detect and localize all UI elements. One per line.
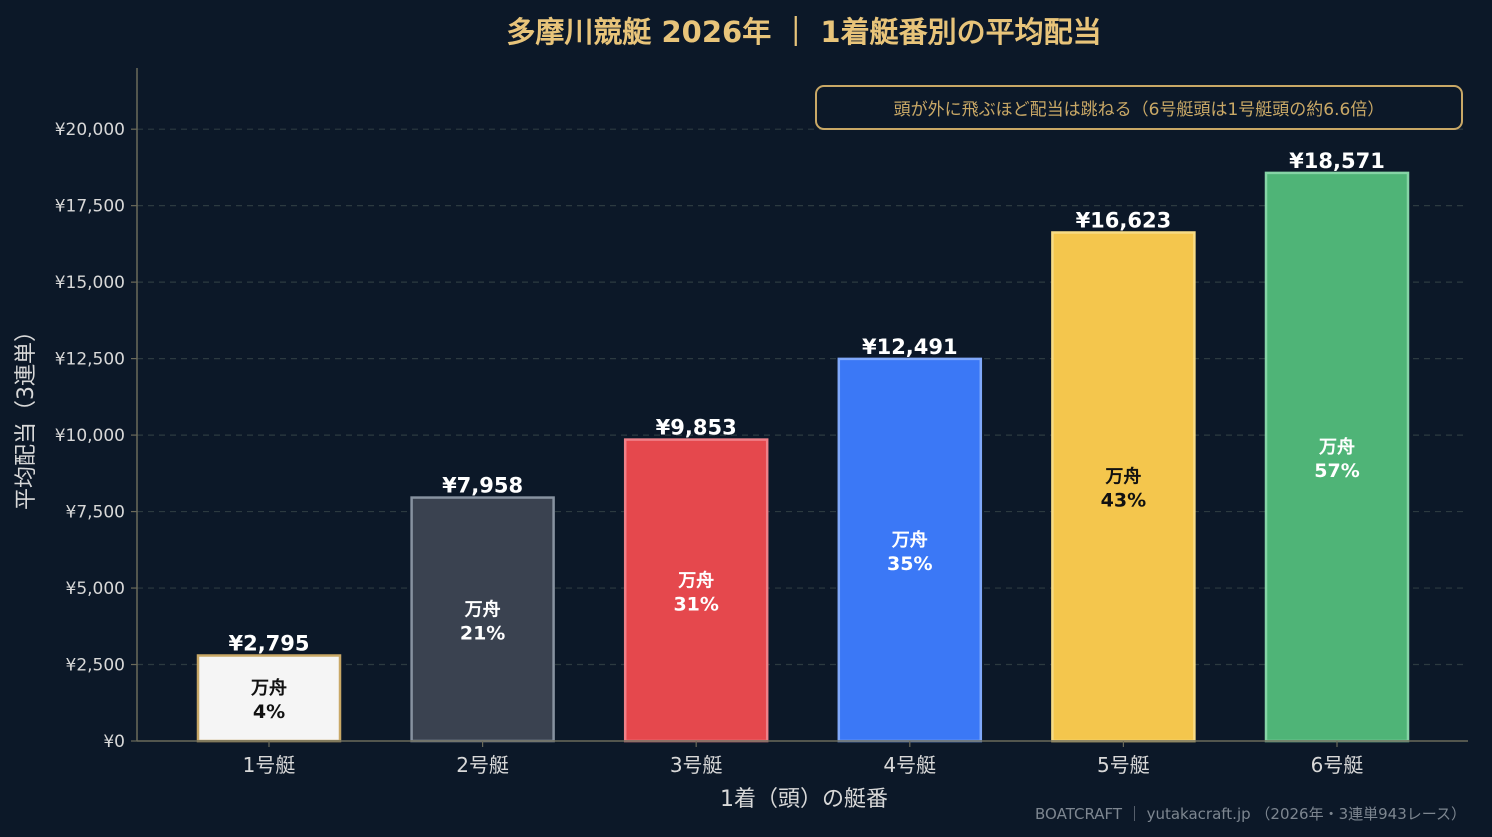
manshu-percent: 35% — [887, 553, 932, 575]
bar — [1051, 231, 1196, 743]
y-tick-label: ¥10,000 — [55, 426, 125, 446]
bar-group: ¥2,795 万舟4% — [196, 631, 342, 743]
y-tick-label: ¥15,000 — [55, 273, 125, 293]
y-tick-label: ¥17,500 — [55, 197, 125, 217]
y-tick-label: ¥2,500 — [66, 656, 125, 676]
bar-value-label: ¥18,571 — [1289, 149, 1385, 173]
footer-credit: BOATCRAFT ｜ yutakacraft.jp （2026年・3連単943… — [1035, 805, 1466, 823]
x-tick-label: 2号艇 — [456, 753, 509, 777]
bar-value-label: ¥9,853 — [656, 416, 737, 440]
manshu-percent: 31% — [673, 593, 718, 615]
bar — [623, 438, 769, 743]
y-axis-label: 平均配当（3連単） — [14, 320, 39, 510]
y-tick-label: ¥12,500 — [55, 350, 125, 370]
y-tick-label: ¥5,000 — [66, 579, 125, 599]
manshu-label: 万舟 — [250, 677, 287, 699]
bar-value-label: ¥12,491 — [862, 335, 958, 359]
bar — [837, 357, 983, 743]
bar — [196, 654, 342, 743]
x-axis-label: 1着（頭）の艇番 — [720, 787, 888, 812]
manshu-percent: 57% — [1314, 460, 1359, 482]
grid-layer — [137, 128, 1468, 666]
manshu-label: 万舟 — [1104, 466, 1141, 488]
manshu-label: 万舟 — [677, 569, 714, 591]
bar — [1264, 171, 1410, 743]
y-tick-label: ¥20,000 — [55, 120, 125, 140]
x-tick-label: 6号艇 — [1311, 753, 1364, 777]
x-tick-label: 1号艇 — [243, 753, 296, 777]
bar-value-label: ¥2,795 — [228, 631, 309, 655]
x-tick-label: 5号艇 — [1097, 753, 1150, 777]
manshu-label: 万舟 — [891, 529, 928, 551]
y-tick-label: ¥7,500 — [66, 503, 125, 523]
annotation-text: 頭が外に飛ぶほど配当は跳ねる（6号艇頭は1号艇頭の約6.6倍） — [894, 100, 1385, 120]
chart-title: 多摩川競艇 2026年 ｜ 1着艇番別の平均配当 — [506, 15, 1101, 49]
bar-value-label: ¥7,958 — [442, 474, 523, 498]
manshu-percent: 43% — [1101, 490, 1146, 512]
annotation-box: 頭が外に飛ぶほど配当は跳ねる（6号艇頭は1号艇頭の約6.6倍） — [815, 85, 1463, 130]
axis-layer: ¥0 ¥2,500 ¥5,000 ¥7,500 ¥10,000 ¥12,500 ¥15,00… — [55, 68, 1468, 777]
bars-layer: ¥2,795万舟4%¥7,958万舟21%¥9,853万舟31%¥12,491万… — [196, 149, 1410, 743]
bar-value-label: ¥16,623 — [1076, 208, 1172, 232]
manshu-label: 万舟 — [1318, 436, 1355, 458]
manshu-percent: 21% — [460, 622, 505, 644]
x-tick-label: 3号艇 — [670, 753, 723, 777]
x-tick-label: 4号艇 — [883, 753, 936, 777]
manshu-percent: 4% — [253, 701, 285, 723]
annotation-frame — [815, 85, 1463, 130]
manshu-label: 万舟 — [464, 598, 501, 620]
y-tick-label: ¥0 — [103, 732, 125, 752]
